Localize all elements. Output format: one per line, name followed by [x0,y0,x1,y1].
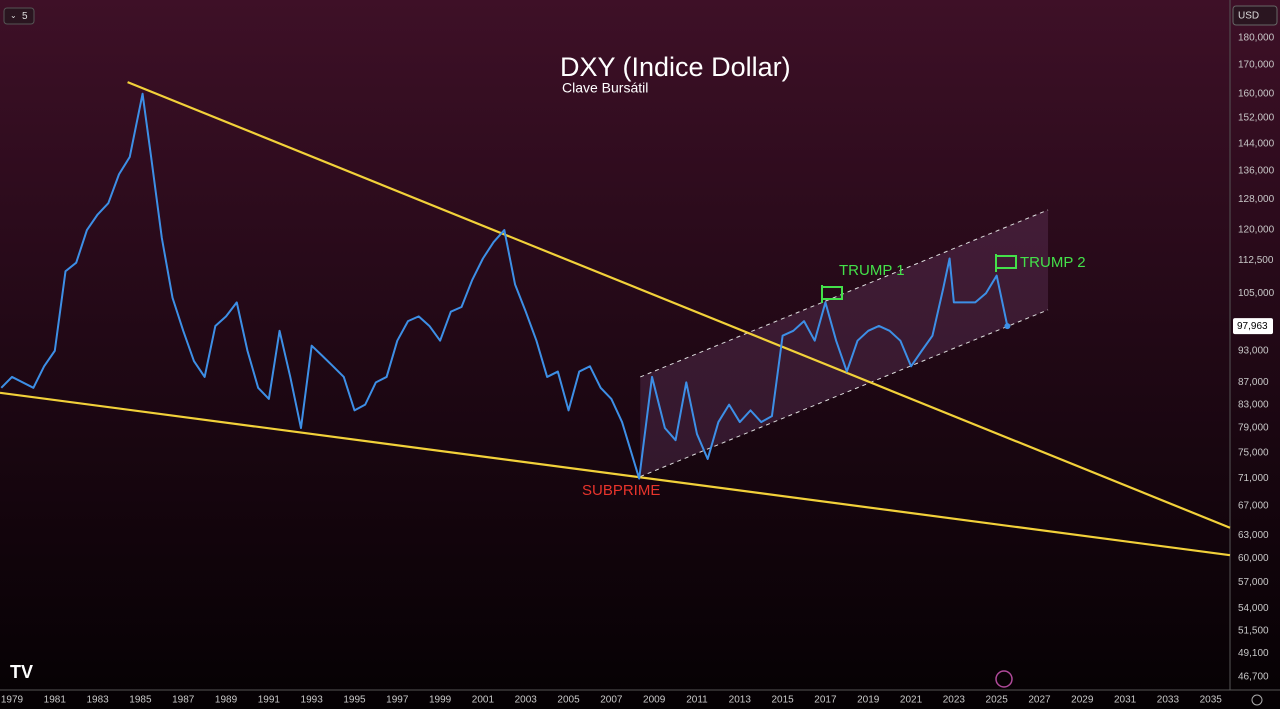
x-tick-label: 1985 [129,695,152,706]
x-tick-label: 2027 [1028,695,1051,706]
y-tick-label: 57,000 [1238,577,1269,588]
y-tick-label: 83,000 [1238,399,1269,410]
logo: TV [10,662,33,682]
trendline [127,81,1231,529]
y-tick-label: 79,000 [1238,423,1269,434]
y-tick-label: 93,000 [1238,345,1269,356]
flag-icon [995,254,1017,272]
x-tick-label: 2023 [943,695,966,706]
x-tick-label: 1997 [386,695,409,706]
price-line [0,92,1009,480]
currency: USD [1238,11,1259,22]
x-tick-label: 1993 [301,695,324,706]
channel-line [640,309,1049,478]
settings-icon[interactable] [1251,694,1263,706]
y-tick-label: 128,000 [1238,194,1275,205]
interval-button[interactable] [3,7,35,25]
price-tag [1233,318,1273,335]
x-tick-label: 1987 [172,695,195,706]
x-tick-label: 2009 [643,695,666,706]
chart-subtitle: Clave Bursátil [562,80,648,96]
x-tick-label: 2019 [857,695,880,706]
y-tick-label: 170,000 [1238,60,1275,71]
y-tick-label: 160,000 [1238,88,1275,99]
y-tick-label: 67,000 [1238,501,1269,512]
x-tick-label: 2003 [515,695,538,706]
y-tick-label: 60,000 [1238,553,1269,564]
x-tick-label: 1983 [86,695,109,706]
y-tick-label: 46,700 [1238,672,1269,683]
x-tick-label: 2013 [729,695,752,706]
x-tick-label: 2001 [472,695,495,706]
y-tick-label: 180,000 [1238,33,1275,44]
x-tick-label: 1991 [258,695,281,706]
y-tick-label: 75,000 [1238,447,1269,458]
y-tick-label: 51,500 [1238,625,1269,636]
y-tick-label: 87,000 [1238,377,1269,388]
x-tick-label: 2015 [771,695,794,706]
y-tick-label: 49,100 [1238,648,1269,659]
x-tick-label: 1989 [215,695,238,706]
y-tick-label: 71,000 [1238,473,1269,484]
y-tick-label: 152,000 [1238,113,1275,124]
price-tag-label: 97,963 [1237,321,1268,332]
currency-button[interactable] [1232,5,1278,26]
y-tick-label: 63,000 [1238,530,1269,541]
x-tick-label: 2025 [986,695,1009,706]
x-tick-label: 2021 [900,695,923,706]
x-tick-label: 1995 [343,695,366,706]
y-tick-label: 54,000 [1238,603,1269,614]
y-tick-label: 144,000 [1238,138,1275,149]
x-tick-label: 1981 [44,695,67,706]
y-tick-label: 120,000 [1238,225,1275,236]
annotation: SUBPRIME [582,482,660,499]
x-tick-label: 2029 [1071,695,1094,706]
x-tick-label: 2031 [1114,695,1137,706]
x-tick-label: 1999 [429,695,452,706]
x-tick-label: 2017 [814,695,837,706]
y-tick-label: 112,500 [1238,255,1274,266]
x-tick-label: 1979 [1,695,24,706]
y-tick-label: 136,000 [1238,165,1275,176]
x-tick-label: 2011 [686,695,708,706]
chevron: ⌄ [10,11,17,20]
flag-icon [821,285,843,303]
x-tick-label: 2035 [1200,695,1223,706]
chart-title: DXY (Indice Dollar) [560,52,791,82]
y-tick-label: 105,000 [1238,288,1275,299]
x-tick-label: 2007 [600,695,623,706]
icon[interactable] [995,670,1013,688]
annotation: TRUMP 1 [839,262,905,279]
last-point [1004,323,1011,330]
x-tick-label: 2033 [1157,695,1180,706]
interval: 5 [22,11,28,22]
x-tick-label: 2005 [557,695,580,706]
annotation: TRUMP 2 [1020,254,1086,271]
trendline [0,391,1231,557]
channel-line [640,209,1049,378]
